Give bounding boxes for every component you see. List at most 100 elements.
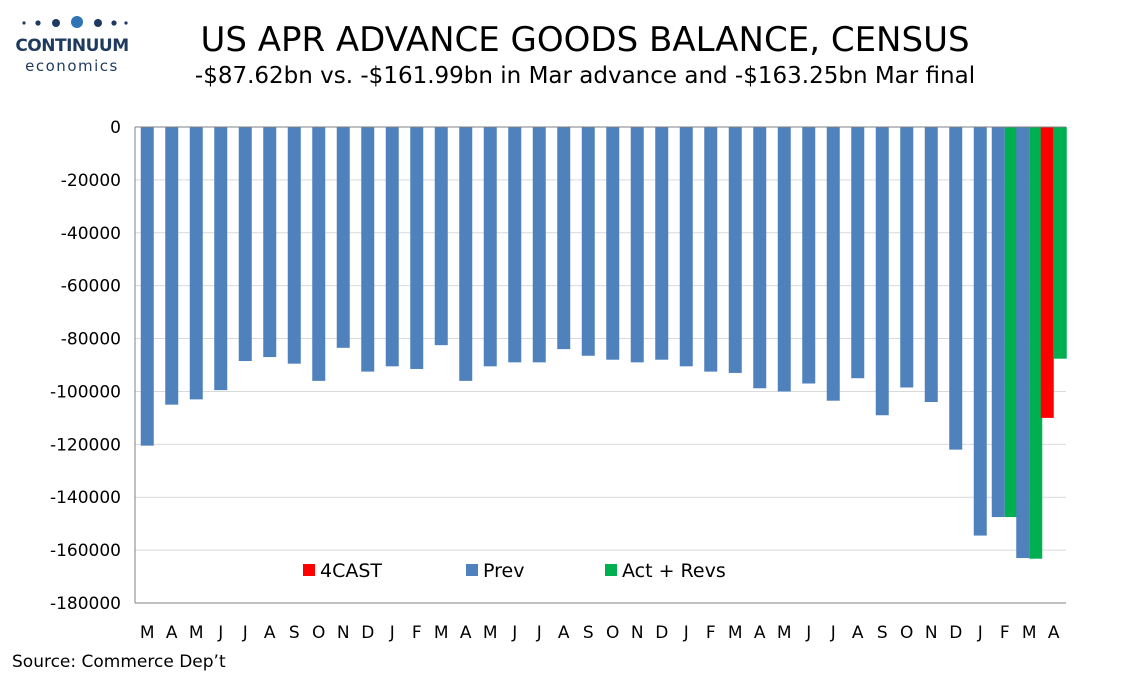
x-tick-label: A (558, 623, 570, 643)
bar-prev (753, 127, 767, 389)
bar-prev (385, 127, 399, 367)
x-tick-label: J (977, 623, 983, 643)
x-tick-label: F (412, 623, 422, 643)
bar-prev (924, 127, 938, 403)
x-tick-label: M (483, 623, 498, 643)
bar-prev (140, 127, 154, 446)
bar-4cast (1040, 127, 1054, 418)
bar-prev (459, 127, 473, 381)
bar-act-revs (1053, 127, 1067, 359)
x-tick-label: A (166, 623, 178, 643)
bar-prev (165, 127, 179, 405)
bar-prev (361, 127, 375, 372)
x-tick-label: J (830, 623, 836, 643)
y-tick-label: -140000 (50, 488, 121, 508)
x-tick-label: S (289, 623, 300, 643)
legend-label: Prev (483, 560, 524, 582)
x-tick-label: N (337, 623, 350, 643)
x-tick-label: A (460, 623, 472, 643)
x-tick-label: M (140, 623, 155, 643)
x-tick-label: M (189, 623, 204, 643)
logo-dots-icon (22, 16, 128, 28)
x-tick-label: M (777, 623, 792, 643)
legend-swatch (303, 564, 315, 576)
x-tick-label: M (1022, 623, 1037, 643)
bar-prev (777, 127, 791, 392)
bar-prev (557, 127, 571, 350)
bar-prev (606, 127, 620, 360)
bar-prev (900, 127, 914, 388)
x-tick-label: J (511, 623, 517, 643)
x-tick-label: F (706, 623, 716, 643)
y-tick-label: -80000 (61, 330, 121, 350)
legend-label: 4CAST (320, 560, 382, 582)
logo-name: CONTINUUM (15, 36, 129, 56)
bar-prev (312, 127, 326, 381)
bar-prev (263, 127, 277, 358)
x-tick-label: J (536, 623, 542, 643)
y-tick-label: -20000 (61, 171, 121, 191)
x-tick-label: N (631, 623, 644, 643)
x-tick-label: J (805, 623, 811, 643)
bar-prev (410, 127, 424, 369)
bar-act-revs (1004, 127, 1018, 518)
x-tick-label: J (217, 623, 223, 643)
x-tick-label: D (655, 623, 668, 643)
bar-prev (287, 127, 301, 364)
chart-subtitle: -$87.62bn vs. -$161.99bn in Mar advance … (194, 63, 976, 89)
bar-prev (336, 127, 350, 348)
x-tick-label: J (389, 623, 395, 643)
bar-prev (434, 127, 448, 346)
legend: 4CAST Prev Act + Revs (303, 560, 726, 582)
bar-prev (508, 127, 522, 363)
bar-prev (581, 127, 595, 356)
y-tick-label: -180000 (50, 594, 121, 614)
x-tick-label: A (264, 623, 276, 643)
x-tick-label: O (900, 623, 913, 643)
x-tick-label: O (606, 623, 619, 643)
y-tick-label: -40000 (61, 224, 121, 244)
x-tick-label: S (877, 623, 888, 643)
bar-prev (214, 127, 228, 391)
legend-swatch (605, 564, 617, 576)
x-tick-label: J (242, 623, 248, 643)
y-tick-label: -100000 (50, 382, 121, 402)
y-tick-label: 0 (110, 118, 121, 138)
bar-act-revs (1029, 127, 1043, 559)
bar-prev (826, 127, 840, 401)
y-tick-label: -120000 (50, 435, 121, 455)
x-tick-label: S (583, 623, 594, 643)
bar-prev (189, 127, 203, 400)
logo-dot (124, 21, 128, 25)
bar-prev (802, 127, 816, 384)
x-tick-label: N (925, 623, 938, 643)
x-tick-label: A (852, 623, 864, 643)
x-tick-label: D (949, 623, 962, 643)
bar-prev (532, 127, 546, 363)
logo-tagline: economics (25, 57, 119, 75)
axes: 0 -20000 -40000 -60000 -80000 -100000 -120000 -… (50, 118, 1066, 643)
logo-dot (111, 20, 117, 26)
x-tick-label: M (434, 623, 449, 643)
chart-title: US APR ADVANCE GOODS BALANCE, CENSUS (200, 20, 970, 60)
x-tick-label: D (361, 623, 374, 643)
x-tick-label: O (312, 623, 325, 643)
x-tick-label: J (683, 623, 689, 643)
source-note: Source: Commerce Dep’t (12, 652, 226, 672)
bar-prev (655, 127, 669, 360)
bar-prev (973, 127, 987, 536)
bar-prev (991, 127, 1005, 518)
continuum-logo: CONTINUUM economics (12, 14, 132, 76)
x-tick-label: M (728, 623, 743, 643)
bar-prev (949, 127, 963, 450)
bar-prev (679, 127, 693, 367)
x-tick-label: A (1048, 623, 1060, 643)
bars (140, 127, 1067, 559)
y-tick-label: -160000 (50, 541, 121, 561)
bar-prev (483, 127, 497, 367)
legend-swatch (466, 564, 478, 576)
bar-prev (1016, 127, 1030, 559)
logo-dot (94, 19, 102, 27)
logo-dot (71, 16, 83, 28)
